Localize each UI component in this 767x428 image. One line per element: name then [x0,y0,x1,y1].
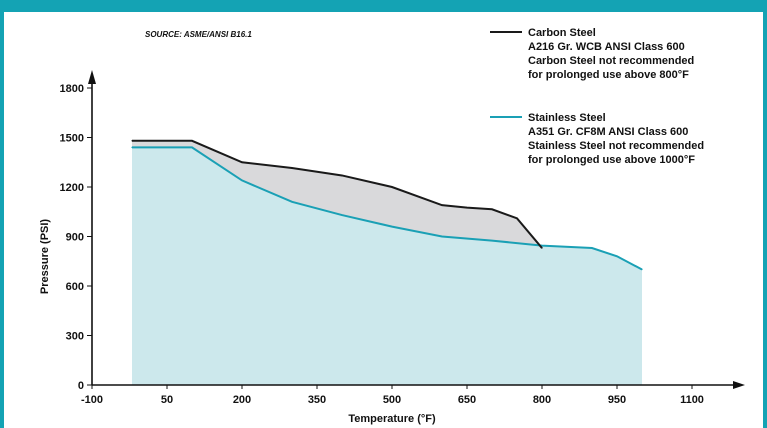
source-note: SOURCE: ASME/ANSI B16.1 [145,30,252,39]
stainless-legend-text: A351 Gr. CF8M ANSI Class 600 [528,126,688,138]
x-tick-label: 50 [161,394,173,406]
x-tick-label: 950 [608,394,626,406]
carbon-legend-text: A216 Gr. WCB ANSI Class 600 [528,41,685,53]
carbon-point-4 [341,174,343,177]
y-tick-label: 1200 [60,182,84,194]
y-tick-label: 300 [66,331,84,343]
stainless-point-1 [191,146,193,148]
right-border [763,0,767,428]
carbon-point-10 [541,247,543,249]
x-tick-label: 1100 [680,394,704,406]
x-tick-group: -100 50 200 350 500 650 800 950 1100 [81,385,704,406]
stainless-point-8 [541,244,543,247]
stainless-area [132,147,642,385]
y-tick-label: 1800 [60,83,84,95]
y-tick-label: 1500 [60,133,84,145]
carbon-point-1 [191,140,193,142]
stainless-point-7 [491,240,493,242]
x-tick-label: 200 [233,394,251,406]
area-layer [132,140,642,385]
carbon-point-2 [241,161,243,163]
carbon-legend-text: for prolonged use above 800°F [528,69,689,81]
carbon-point-7 [466,207,468,209]
x-tick-label: 350 [308,394,326,406]
legend: Carbon Steel A216 Gr. WCB ANSI Class 600 C… [490,27,704,166]
stainless-point-3 [291,201,293,203]
carbon-point-6 [441,204,443,206]
y-tick-label: 600 [66,281,84,293]
stainless-point-9 [591,247,593,249]
stainless-legend-text: Stainless Steel [528,112,606,124]
stainless-point-0 [131,146,133,148]
carbon-point-9 [516,217,518,219]
stainless-legend-text: for prolonged use above 1000°F [528,154,695,166]
carbon-legend-text: Carbon Steel [528,27,596,39]
carbon-area [132,140,542,249]
carbon-point-8 [491,208,493,210]
stainless-point-6 [441,235,443,238]
top-banner [0,0,767,12]
y-tick-group: 0 300 600 900 1200 1500 1800 [60,83,92,392]
x-tick-label: -100 [81,394,103,406]
y-axis-arrow [88,70,96,84]
stainless-legend-text: Stainless Steel not recommended [528,140,704,152]
x-tick-label: 650 [458,394,476,406]
stainless-line [132,146,643,271]
x-tick-label: 500 [383,394,401,406]
x-tick-label: 800 [533,394,551,406]
left-border [0,0,4,428]
stainless-point-10 [616,255,618,257]
stainless-point-5 [391,226,393,228]
x-axis-arrow [733,381,745,389]
y-tick-label: 900 [66,232,84,244]
stainless-point-11 [641,268,643,271]
carbon-point-3 [291,167,293,169]
y-axis-label: Pressure (PSI) [39,219,51,295]
x-axis-label: Temperature (°F) [348,413,436,425]
y-tick-label: 0 [78,380,84,392]
line-layer [131,139,643,271]
carbon-point-0 [131,140,133,142]
stainless-point-2 [241,179,243,181]
stainless-point-4 [341,214,343,216]
carbon-legend-text: Carbon Steel not recommended [528,55,694,67]
carbon-point-5 [391,186,393,188]
